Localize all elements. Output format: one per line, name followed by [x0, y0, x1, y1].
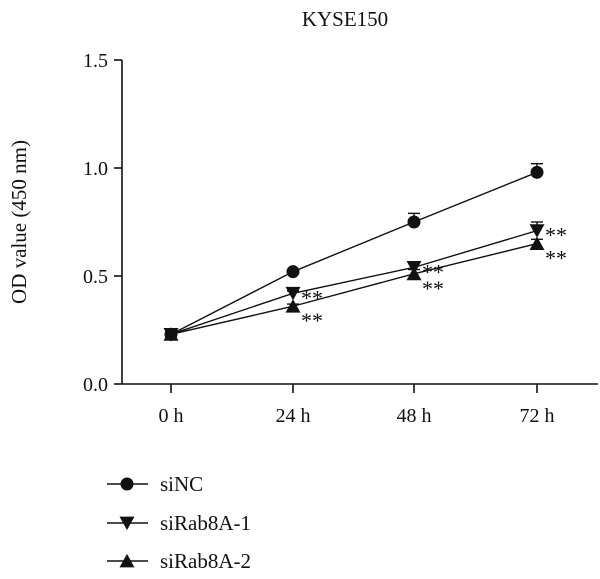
legend-marker [119, 553, 135, 568]
data-point [407, 215, 421, 229]
data-point [286, 265, 300, 279]
legend-item: siNC [107, 472, 203, 496]
significance-marker: ** [422, 259, 444, 284]
series-sirab8a-2 [163, 236, 545, 341]
data-point [285, 286, 301, 301]
legend-label: siRab8A-1 [160, 511, 251, 535]
legend-label: siNC [160, 472, 203, 496]
legend-label: siRab8A-2 [160, 549, 251, 573]
data-point [529, 236, 545, 250]
plot-area [163, 162, 545, 342]
significance-marker: ** [301, 308, 323, 333]
data-point [529, 224, 545, 238]
legend-item: siRab8A-1 [107, 511, 251, 535]
legend-item: siRab8A-2 [107, 549, 251, 573]
axes: 0.0 0.5 1.0 1.5 0 h 24 h 48 h 72 h [83, 50, 598, 427]
significance-marker: ** [545, 223, 567, 248]
series-sinc [164, 162, 544, 341]
data-point [285, 299, 301, 313]
x-tick-label: 72 h [520, 405, 555, 427]
legend-marker [120, 477, 134, 491]
data-point [530, 165, 544, 179]
series-line-sinc [170, 171, 538, 335]
chart-title: KYSE150 [302, 7, 388, 31]
significance-marker: ** [301, 285, 323, 310]
data-point [406, 266, 422, 281]
x-tick-label: 48 h [397, 405, 432, 427]
series-line-sirab8a-2 [170, 242, 538, 336]
series-line-sirab8a-1 [170, 229, 538, 335]
y-tick-label: 0.0 [83, 374, 108, 396]
y-tick-label: 1.5 [83, 50, 108, 72]
significance-annotations: ************ [301, 223, 567, 334]
y-axis-label: OD value (450 nm) [7, 140, 31, 304]
data-point [163, 327, 179, 341]
x-tick-label: 0 h [159, 405, 184, 427]
legend: siNC siRab8A-1 siRab8A-2 [107, 472, 251, 573]
significance-marker: ** [545, 246, 567, 271]
x-tick-label: 24 h [276, 405, 311, 427]
significance-marker: ** [422, 276, 444, 301]
legend-marker [119, 516, 135, 531]
y-tick-label: 0.5 [83, 266, 108, 288]
y-tick-label: 1.0 [83, 158, 108, 180]
